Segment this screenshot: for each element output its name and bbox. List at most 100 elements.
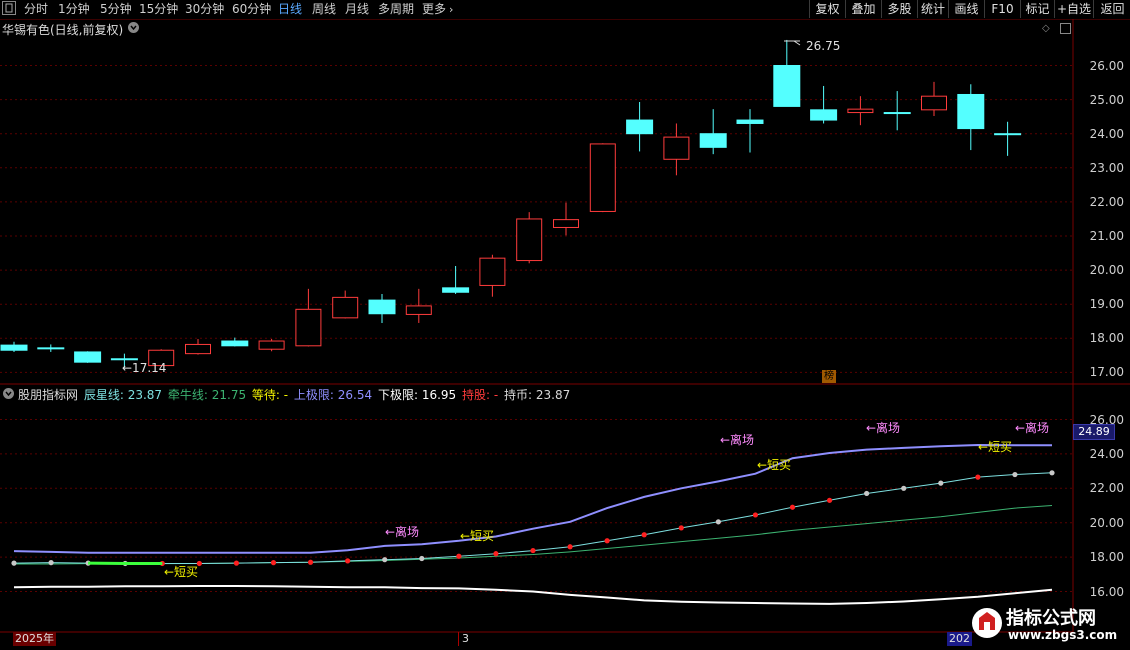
year-label: 2025年 — [13, 632, 56, 646]
indicator-tick-label: 26.00 — [1089, 412, 1124, 427]
low-marker-label: ←17.14 — [122, 361, 166, 375]
indicator-panel-header: 股朋指标网 辰星线: 23.87 牵牛线: 21.75 等待: - 上极限: 2… — [0, 385, 1073, 403]
chevron-down-icon[interactable] — [128, 22, 139, 33]
candle — [699, 109, 727, 155]
tab-60min[interactable]: 60分钟 — [232, 2, 272, 16]
candles — [0, 39, 1022, 368]
signal-leave-4: ←离场 — [385, 524, 419, 539]
watermark-url: www.zbgs3.com — [1008, 628, 1118, 642]
window-menu-icon[interactable] — [2, 1, 16, 15]
indicator-lines — [13, 443, 1053, 605]
restore-rights-button[interactable]: 复权 — [809, 0, 845, 18]
signal-dot — [567, 544, 573, 550]
signal-dot — [789, 504, 796, 510]
date-cursor-label: 202 — [947, 632, 972, 646]
signal-dot — [382, 557, 388, 563]
signal-buy-4: ←短买 — [164, 565, 198, 579]
signal-dot — [233, 560, 240, 566]
candle — [516, 212, 543, 264]
watermark-logo-icon — [972, 608, 1002, 638]
diamond-icon[interactable]: ◇ — [1042, 23, 1050, 34]
panel-maximize-icon[interactable] — [1060, 23, 1071, 34]
lower-limit-line — [13, 585, 1053, 605]
indicator-menu-icon[interactable] — [3, 388, 14, 399]
candle — [810, 85, 838, 124]
indicator-gridlines — [0, 419, 1073, 592]
multi-stock-button[interactable]: 多股 — [881, 0, 917, 18]
signal-dot — [419, 555, 425, 562]
price-tick-label: 17.00 — [1089, 365, 1124, 380]
candle — [847, 96, 874, 126]
signal-dot — [901, 485, 907, 491]
candle — [110, 353, 138, 368]
price-tick-label: 20.00 — [1089, 263, 1124, 278]
indicator-tick-label: 18.00 — [1089, 550, 1124, 565]
signal-buy-3: ←短买 — [460, 529, 494, 543]
f10-button[interactable]: F10 — [984, 0, 1020, 18]
tab-15min[interactable]: 15分钟 — [139, 2, 179, 16]
candle — [185, 338, 211, 355]
draw-line-button[interactable]: 画线 — [948, 0, 984, 18]
tab-fenshi[interactable]: 分时 — [24, 2, 49, 16]
signal-dot — [456, 553, 462, 559]
indicator-name: 股朋指标网 — [18, 388, 79, 402]
statistics-button[interactable]: 统计 — [917, 0, 948, 18]
signal-dot — [1012, 471, 1018, 478]
cow-line — [14, 505, 1053, 565]
back-button[interactable]: 返回 — [1093, 0, 1130, 18]
signal-dot — [678, 525, 684, 531]
overlay-button[interactable]: 叠加 — [845, 0, 881, 18]
signal-dot — [530, 547, 536, 554]
signal-leave-3: ←离场 — [1015, 420, 1049, 435]
add-favorite-button[interactable]: +自选 — [1054, 0, 1093, 18]
price-tick-label: 24.00 — [1089, 126, 1124, 141]
candle — [553, 202, 579, 236]
candle — [589, 143, 616, 213]
candle — [994, 121, 1022, 156]
watermark: 指标公式网 www.zbgs3.com — [968, 598, 1130, 650]
main-chart-panel: 华锡有色(日线,前复权) ◇ — [0, 19, 1130, 385]
tab-1min[interactable]: 1分钟 — [58, 2, 90, 16]
tab-more[interactable]: 更多 — [422, 2, 447, 16]
signal-dot — [975, 474, 981, 480]
signal-dot — [826, 497, 833, 503]
indicator-tick-label: 20.00 — [1089, 515, 1124, 530]
tab-5min[interactable]: 5分钟 — [100, 2, 132, 16]
rank-badge[interactable]: 榜 — [822, 370, 836, 383]
signal-dot — [752, 512, 759, 518]
candle — [921, 81, 947, 116]
tab-weekly[interactable]: 周线 — [312, 2, 337, 16]
candle — [37, 344, 65, 352]
high-marker: 26.75 — [784, 39, 840, 53]
signal-dot — [11, 560, 17, 566]
stock-title: 华锡有色(日线,前复权) — [2, 23, 124, 37]
legend-item: 持币: 23.87 — [500, 388, 571, 402]
candle — [957, 84, 985, 151]
month-label: 3 — [458, 632, 469, 646]
legend-item: 上极限: 26.54 — [290, 388, 373, 402]
signal-dot — [493, 551, 499, 557]
signal-dot — [1049, 470, 1055, 476]
price-tick-label: 25.00 — [1089, 92, 1124, 107]
tab-monthly[interactable]: 月线 — [345, 2, 370, 16]
period-toolbar: 分时 1分钟 5分钟 15分钟 30分钟 60分钟 日线 周线 月线 多周期 更… — [0, 0, 1130, 20]
signal-dot — [641, 532, 647, 538]
price-tick-label: 21.00 — [1089, 229, 1124, 243]
tab-daily[interactable]: 日线 — [278, 2, 303, 16]
candle — [258, 338, 285, 352]
price-tick-label: 19.00 — [1089, 297, 1124, 312]
tab-30min[interactable]: 30分钟 — [185, 2, 225, 16]
high-marker-label: 26.75 — [806, 39, 840, 53]
legend-item: 下极限: 16.95 — [374, 388, 457, 402]
candle — [626, 101, 654, 152]
candle — [148, 349, 175, 367]
candle — [663, 123, 690, 176]
mark-button[interactable]: 标记 — [1020, 0, 1054, 18]
tab-multi-period[interactable]: 多周期 — [378, 2, 415, 16]
candle — [332, 290, 359, 319]
signal-dot — [864, 490, 870, 497]
signal-dot — [345, 558, 351, 564]
current-value-tag: 24.89 — [1073, 424, 1115, 440]
signal-dot — [715, 519, 721, 525]
